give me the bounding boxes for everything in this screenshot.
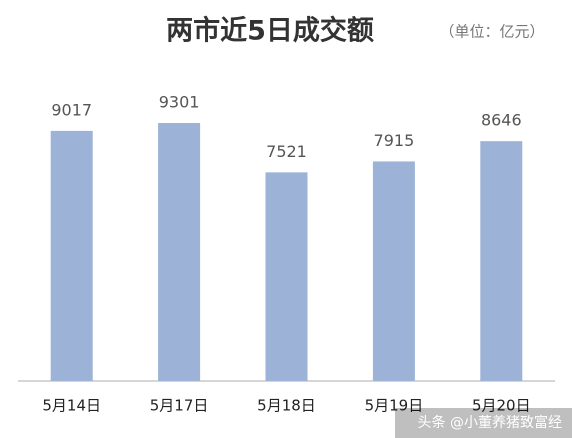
bar [480, 141, 523, 381]
bar [50, 130, 93, 381]
x-tick-label: 5月14日 [42, 397, 101, 415]
data-label: 8646 [481, 111, 522, 130]
data-label: 7521 [266, 142, 307, 161]
x-tick-label: 5月19日 [365, 397, 424, 415]
bar [265, 172, 308, 381]
data-label: 7915 [374, 131, 415, 150]
chart-subtitle: （单位：亿元） [439, 23, 544, 41]
chart-title: 两市近5日成交额 [166, 15, 374, 47]
x-tick-label: 5月17日 [150, 397, 209, 415]
x-tick-label: 5月18日 [257, 397, 316, 415]
watermark-bg [395, 408, 572, 438]
watermark: 头条 @小董养猪致富经 [418, 414, 562, 431]
bar [158, 123, 201, 381]
x-tick-label: 5月20日 [472, 397, 531, 415]
data-label: 9301 [159, 93, 200, 112]
data-label: 9017 [51, 100, 92, 119]
bar [372, 161, 415, 381]
